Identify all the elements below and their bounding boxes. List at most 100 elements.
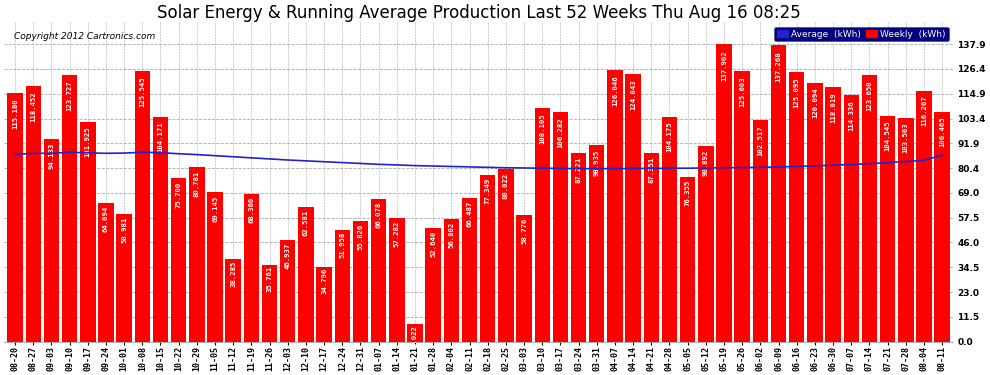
Text: 124.043: 124.043 [630, 80, 637, 110]
Text: Copyright 2012 Cartronics.com: Copyright 2012 Cartronics.com [14, 32, 154, 41]
Bar [152, 117, 168, 342]
Text: 94.133: 94.133 [49, 142, 54, 169]
Text: 90.935: 90.935 [594, 149, 600, 176]
Bar [698, 146, 714, 342]
Text: 57.282: 57.282 [394, 220, 400, 247]
Bar [626, 74, 641, 342]
Text: 101.925: 101.925 [85, 126, 91, 157]
Text: 120.094: 120.094 [812, 88, 818, 118]
Text: 106.282: 106.282 [557, 117, 563, 147]
Text: 103.503: 103.503 [903, 123, 909, 153]
Text: 66.487: 66.487 [466, 201, 472, 227]
Bar [352, 221, 368, 342]
Bar [644, 153, 659, 342]
Bar [535, 108, 550, 342]
Bar [935, 112, 949, 342]
Text: 58.776: 58.776 [521, 217, 527, 244]
Bar [461, 198, 477, 342]
Text: 125.603: 125.603 [740, 76, 745, 107]
Bar [207, 192, 223, 342]
Legend: Average  (kWh), Weekly  (kWh): Average (kWh), Weekly (kWh) [774, 27, 948, 41]
Title: Solar Energy & Running Average Production Last 52 Weeks Thu Aug 16 08:25: Solar Energy & Running Average Productio… [156, 4, 801, 22]
Bar [171, 178, 186, 342]
Bar [826, 87, 841, 342]
Bar [189, 167, 205, 342]
Bar [735, 70, 749, 342]
Text: 52.640: 52.640 [431, 230, 437, 256]
Text: 68.360: 68.360 [248, 197, 254, 223]
Text: 137.268: 137.268 [775, 51, 781, 82]
Bar [807, 82, 823, 342]
Text: 46.937: 46.937 [285, 242, 291, 268]
Text: 64.094: 64.094 [103, 206, 109, 232]
Bar [752, 120, 768, 342]
Bar [371, 199, 386, 342]
Bar [552, 112, 568, 342]
Text: 80.022: 80.022 [503, 172, 509, 199]
Text: 35.761: 35.761 [266, 266, 272, 292]
Bar [135, 71, 150, 342]
Bar [298, 207, 314, 342]
Text: 55.826: 55.826 [357, 224, 363, 250]
Bar [861, 75, 877, 342]
Text: 90.892: 90.892 [703, 150, 709, 176]
Bar [680, 177, 695, 342]
Text: 106.465: 106.465 [940, 117, 945, 147]
Text: 75.700: 75.700 [175, 182, 182, 208]
Bar [80, 122, 95, 342]
Text: 104.545: 104.545 [885, 121, 891, 151]
Text: 116.267: 116.267 [921, 96, 927, 126]
Bar [426, 228, 441, 342]
Text: 125.545: 125.545 [140, 76, 146, 107]
Text: 51.958: 51.958 [340, 232, 346, 258]
Text: 123.727: 123.727 [66, 80, 72, 111]
Bar [44, 138, 59, 342]
Bar [98, 203, 114, 342]
Text: 34.796: 34.796 [321, 268, 327, 294]
Bar [480, 175, 495, 342]
Bar [717, 44, 732, 342]
Bar [589, 146, 605, 342]
Text: 58.981: 58.981 [121, 217, 127, 243]
Text: 62.581: 62.581 [303, 209, 309, 236]
Text: 80.781: 80.781 [194, 171, 200, 197]
Bar [117, 214, 132, 342]
Text: 87.221: 87.221 [575, 157, 581, 183]
Text: 66.078: 66.078 [375, 202, 381, 228]
Text: 118.019: 118.019 [830, 92, 837, 123]
Text: 125.095: 125.095 [794, 77, 800, 108]
Text: 87.351: 87.351 [648, 157, 654, 183]
Text: 126.046: 126.046 [612, 75, 618, 106]
Bar [498, 169, 514, 342]
Bar [244, 194, 259, 342]
Text: 115.180: 115.180 [12, 98, 18, 129]
Bar [317, 267, 332, 342]
Text: 114.336: 114.336 [848, 100, 854, 130]
Text: 69.145: 69.145 [212, 195, 218, 222]
Bar [407, 324, 423, 342]
Bar [898, 118, 914, 342]
Bar [880, 116, 895, 342]
Bar [517, 215, 532, 342]
Bar [607, 70, 623, 342]
Text: 123.650: 123.650 [866, 80, 872, 111]
Text: 56.802: 56.802 [448, 222, 454, 248]
Text: 137.902: 137.902 [721, 50, 727, 81]
Bar [26, 86, 41, 342]
Bar [771, 45, 786, 342]
Text: 77.349: 77.349 [485, 178, 491, 204]
Bar [843, 95, 859, 342]
Text: 76.355: 76.355 [685, 180, 691, 207]
Bar [335, 230, 350, 342]
Bar [226, 259, 241, 342]
Bar [62, 75, 77, 342]
Text: 102.517: 102.517 [757, 125, 763, 156]
Bar [444, 219, 459, 342]
Text: 104.171: 104.171 [157, 122, 163, 152]
Bar [261, 264, 277, 342]
Bar [7, 93, 23, 342]
Bar [571, 153, 586, 342]
Bar [661, 117, 677, 342]
Text: 118.452: 118.452 [31, 91, 37, 122]
Bar [789, 72, 805, 342]
